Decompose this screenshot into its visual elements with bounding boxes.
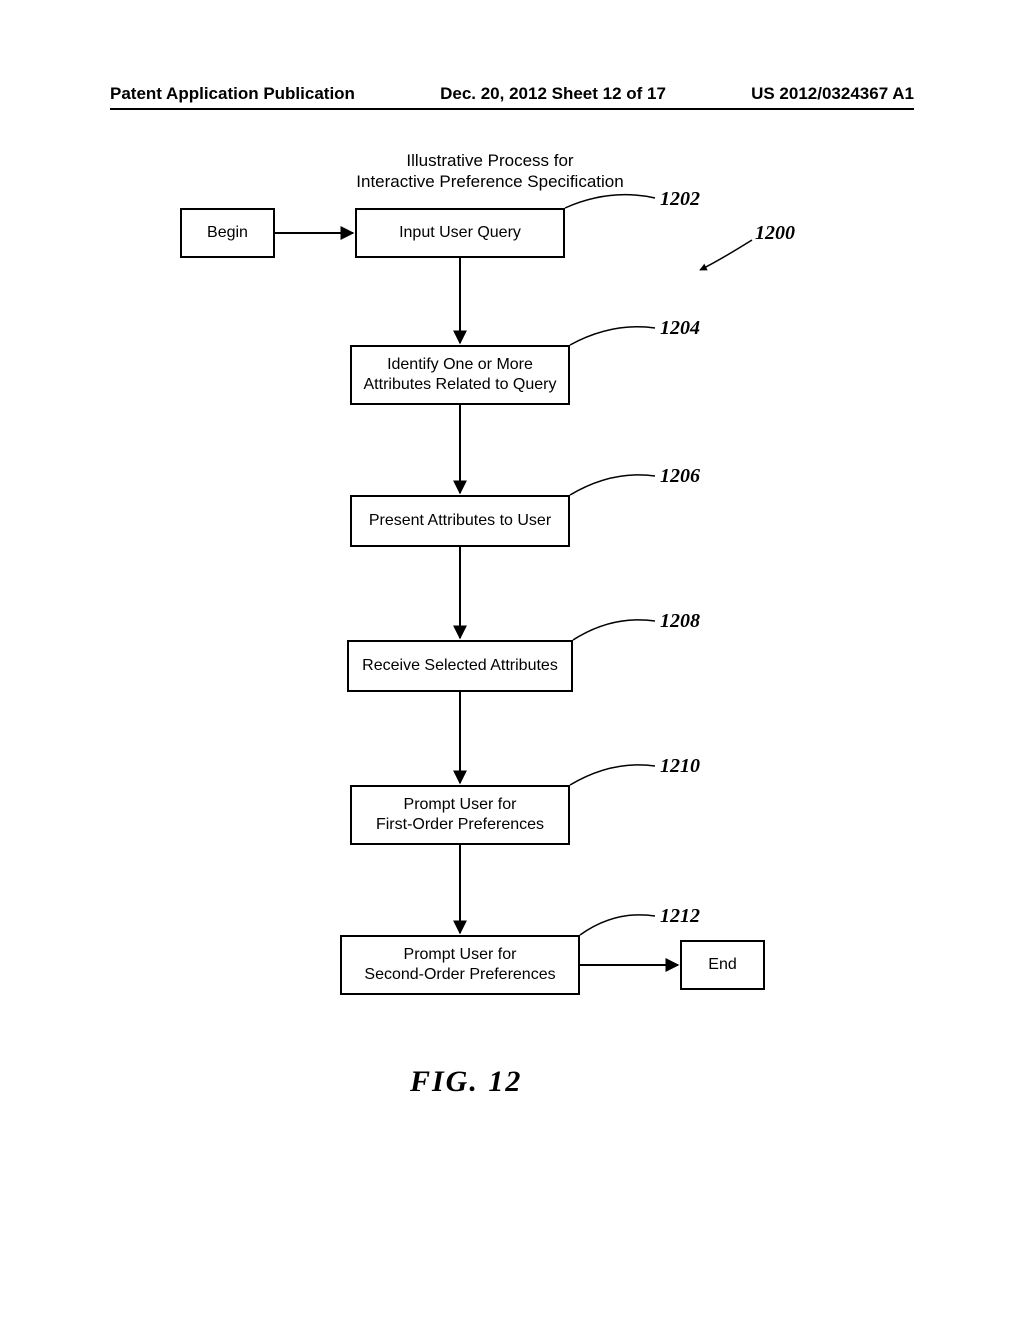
header-left: Patent Application Publication [110, 84, 355, 104]
figure-label: FIG. 12 [410, 1065, 522, 1099]
header-rule [110, 108, 914, 110]
header-center: Dec. 20, 2012 Sheet 12 of 17 [440, 84, 666, 104]
page-header: Patent Application Publication Dec. 20, … [110, 84, 914, 104]
header-right: US 2012/0324367 A1 [751, 84, 914, 104]
connectors-svg [0, 140, 1024, 1140]
